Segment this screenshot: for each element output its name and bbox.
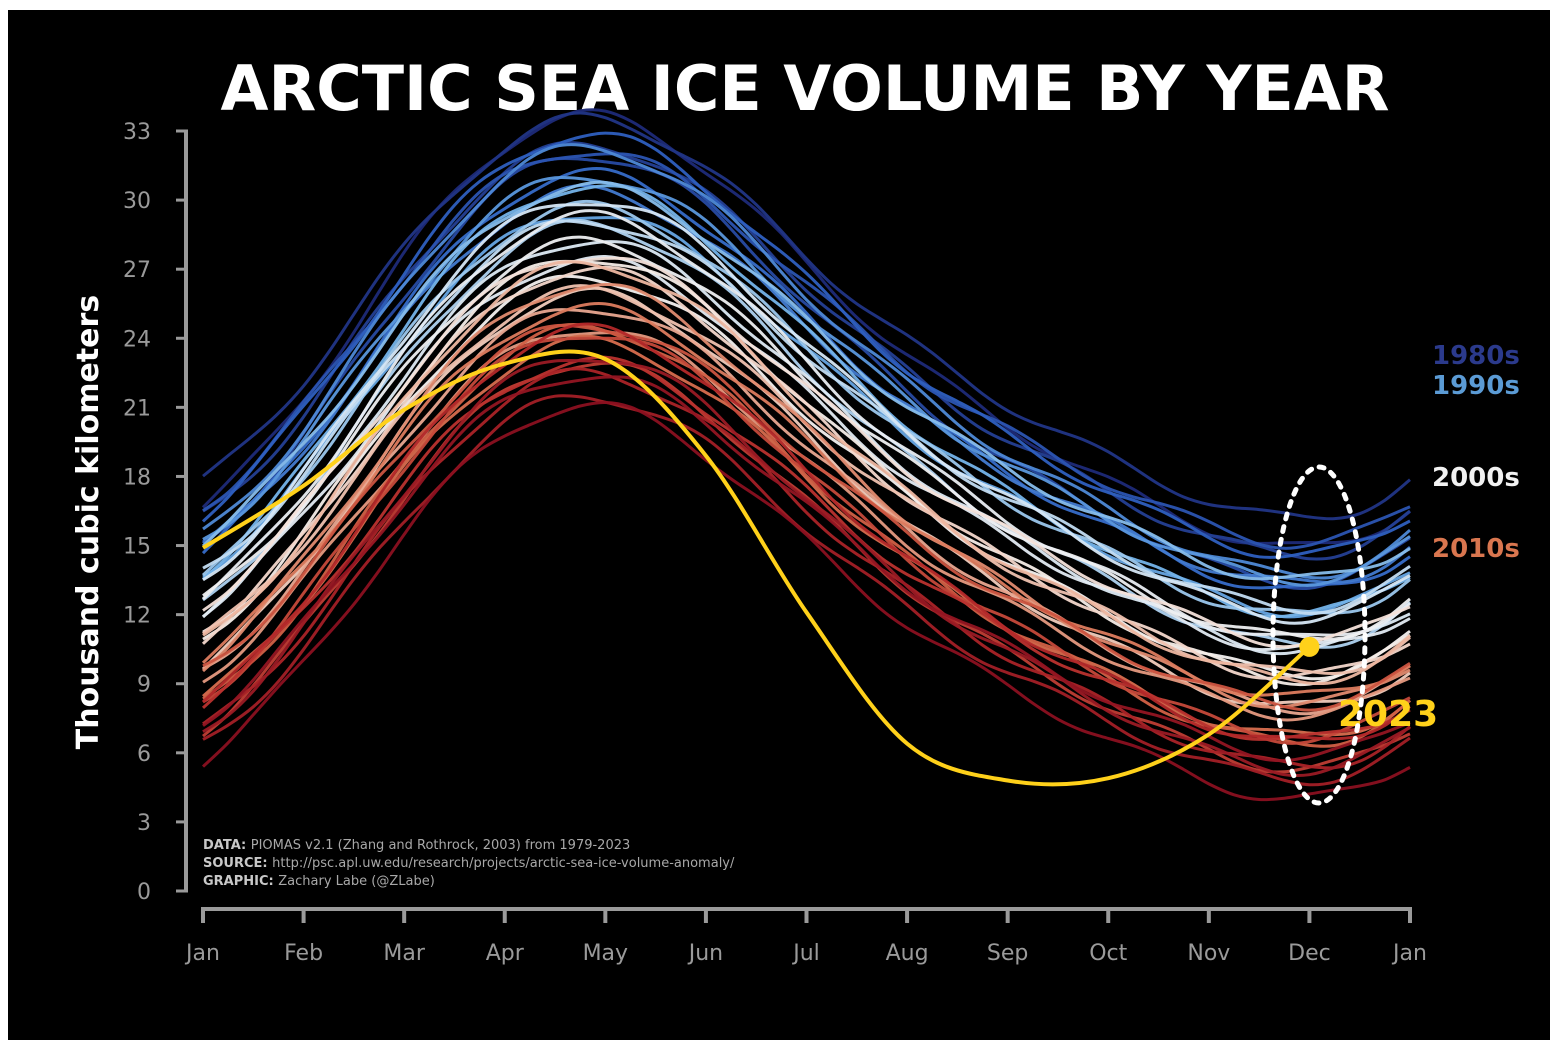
x-tick-label: Aug xyxy=(886,941,929,966)
highlight-series: 2023 xyxy=(201,349,1438,787)
year-line xyxy=(201,199,1411,615)
legend-entry: 2010s xyxy=(1432,534,1520,564)
year-line xyxy=(202,260,1411,686)
x-tick-label: Feb xyxy=(284,941,323,966)
year-line xyxy=(202,323,1411,712)
y-tick-label: 0 xyxy=(137,880,151,905)
x-tick-label: Jul xyxy=(791,941,820,966)
chart-frame: ARCTIC SEA ICE VOLUME BY YEAR Thousand c… xyxy=(8,10,1550,1040)
credit-key: GRAPHIC: xyxy=(203,874,278,889)
credit-text: http://psc.apl.uw.edu/research/projects/… xyxy=(272,856,735,871)
legend-entry: 2000s xyxy=(1432,463,1520,493)
x-tick-label: Jan xyxy=(184,941,220,966)
chart-title: ARCTIC SEA ICE VOLUME BY YEAR xyxy=(221,52,1390,125)
y-tick-label: 21 xyxy=(123,396,151,421)
y-tick-label: 24 xyxy=(123,327,151,352)
highlight-ellipse xyxy=(1270,464,1368,806)
y-tick-label: 6 xyxy=(137,742,151,767)
year-line xyxy=(202,334,1411,737)
y-tick-label: 30 xyxy=(123,189,151,214)
legend-entry: 1990s xyxy=(1432,371,1520,401)
y-tick-label: 15 xyxy=(123,535,151,560)
highlight-line xyxy=(201,349,1311,787)
x-tick-label: Sep xyxy=(987,941,1028,966)
chart-svg: ARCTIC SEA ICE VOLUME BY YEAR Thousand c… xyxy=(71,52,1520,966)
x-tick-label: Nov xyxy=(1187,941,1230,966)
year-line xyxy=(201,180,1411,581)
y-axis-label: Thousand cubic kilometers xyxy=(71,295,106,749)
credit-text: Zachary Labe (@ZLabe) xyxy=(278,874,435,889)
credit-line: DATA: PIOMAS v2.1 (Zhang and Rothrock, 2… xyxy=(203,838,630,853)
credit-line: SOURCE: http://psc.apl.uw.edu/research/p… xyxy=(203,856,735,871)
x-tick-label: Jan xyxy=(1391,941,1427,966)
year-line xyxy=(202,240,1411,656)
year-lines xyxy=(201,108,1411,802)
y-tick-label: 3 xyxy=(137,811,151,836)
year-line xyxy=(201,131,1411,559)
year-line xyxy=(201,184,1411,619)
year-line xyxy=(202,358,1411,778)
legend-entry: 1980s xyxy=(1432,341,1520,371)
credit-line: GRAPHIC: Zachary Labe (@ZLabe) xyxy=(203,874,435,889)
x-tick-label: May xyxy=(583,941,628,966)
year-line xyxy=(202,141,1411,561)
credits: DATA: PIOMAS v2.1 (Zhang and Rothrock, 2… xyxy=(203,838,735,889)
year-line xyxy=(202,256,1411,649)
y-tick-label: 18 xyxy=(123,465,151,490)
y-tick-label: 9 xyxy=(137,673,151,698)
year-line xyxy=(202,111,1411,521)
y-tick-label: 27 xyxy=(123,258,151,283)
y-tick-label: 33 xyxy=(123,120,151,145)
year-line xyxy=(202,203,1411,625)
credit-key: DATA: xyxy=(203,838,251,853)
year-line xyxy=(201,400,1411,802)
x-tick-label: Mar xyxy=(383,941,425,966)
x-tick-label: Dec xyxy=(1288,941,1331,966)
highlight-point xyxy=(1299,636,1320,657)
highlight-label: 2023 xyxy=(1338,694,1438,735)
year-line xyxy=(201,355,1411,741)
credit-text: PIOMAS v2.1 (Zhang and Rothrock, 2003) f… xyxy=(251,838,631,853)
x-tick-label: Apr xyxy=(486,941,525,966)
x-tick-label: Jun xyxy=(687,941,723,966)
year-line xyxy=(201,209,1411,637)
year-line xyxy=(202,235,1411,641)
axes: 0 3 6 9 12 15 18 21 24 27 30 33 Jan Feb Mar Apr May Jun Ju… xyxy=(123,120,1427,966)
x-tick-label: Oct xyxy=(1089,941,1127,966)
credit-key: SOURCE: xyxy=(203,856,272,871)
year-line xyxy=(201,166,1411,590)
y-tick-label: 12 xyxy=(123,604,151,629)
year-line xyxy=(201,322,1411,741)
